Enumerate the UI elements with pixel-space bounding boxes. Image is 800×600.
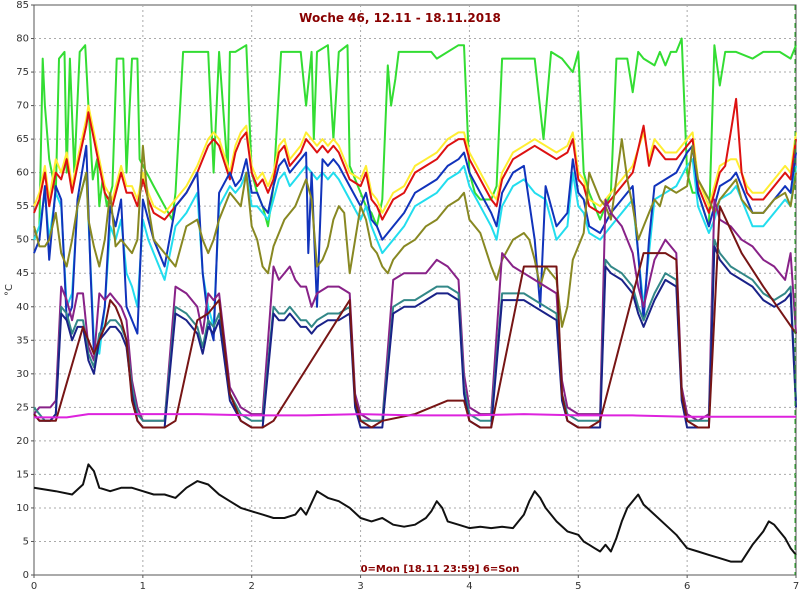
y-tick-label: 0 [23,570,29,581]
x-tick-label: 4 [466,581,472,592]
x-tick-label: 2 [249,581,255,592]
series-line [33,245,797,429]
x-tick-label: 1 [140,581,146,592]
series-line [34,413,796,419]
y-axis-label: °C [4,284,15,296]
y-tick-label: 40 [16,302,29,313]
x-tick-label: 6 [684,581,690,592]
series-line [33,158,797,355]
series-line [33,37,797,241]
x-tick-label: 5 [575,581,581,592]
y-tick-label: 50 [16,235,29,246]
series-group [33,37,797,563]
y-tick-label: 75 [16,67,29,78]
y-tick-label: 80 [16,34,29,45]
y-tick-label: 65 [16,134,29,145]
series-line [33,144,797,355]
y-tick-label: 85 [16,0,29,11]
y-tick-label: 5 [23,536,29,547]
y-tick-label: 55 [16,201,29,212]
y-tick-label: 35 [16,335,29,346]
series-line [33,97,797,221]
chart-footer: 0=Mon [18.11 23:59] 6=Son [361,564,520,575]
x-tick-label: 3 [357,581,363,592]
y-tick-label: 25 [16,402,29,413]
chart-title: Woche 46, 12.11 - 18.11.2018 [299,11,501,25]
y-tick-label: 45 [16,268,29,279]
series-line [33,463,797,563]
x-tick-label: 7 [793,581,799,592]
series-line [33,205,797,429]
plot-frame [33,4,797,576]
series-line [33,198,797,422]
y-tick-label: 10 [16,503,29,514]
y-tick-label: 60 [16,168,29,179]
series-line [33,104,797,214]
grid [34,5,796,575]
y-tick-label: 20 [16,436,29,447]
y-tick-label: 30 [16,369,29,380]
series-line [33,138,797,328]
y-tick-label: 15 [16,469,29,480]
x-tick-label: 0 [31,581,37,592]
y-tick-label: 70 [16,101,29,112]
